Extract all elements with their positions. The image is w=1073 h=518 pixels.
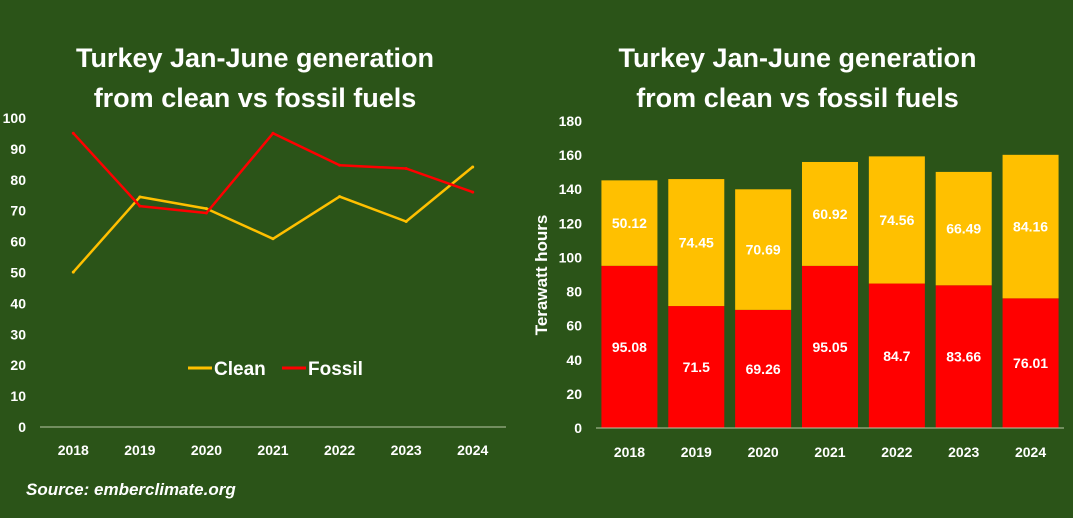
line-point-clean [71, 270, 75, 274]
bar-chart-x-tick-label: 2021 [814, 444, 845, 460]
line-chart-x-tick-label: 2020 [191, 442, 222, 458]
line-point-clean [204, 207, 208, 211]
line-chart-x-tick-label: 2023 [391, 442, 422, 458]
bar-chart-y-tick-label: 80 [566, 284, 582, 300]
bar-value-label-fossil: 84.7 [883, 348, 910, 364]
line-chart-y-tick-label: 50 [10, 265, 26, 281]
line-chart-x-tick-label: 2022 [324, 442, 355, 458]
line-point-fossil [71, 131, 75, 135]
bar-chart-title: Turkey Jan-June generation from clean vs… [560, 38, 1035, 118]
line-chart-y-tick-label: 10 [10, 388, 26, 404]
legend-label-fossil: Fossil [308, 359, 363, 380]
line-chart-x-tick-label: 2024 [457, 442, 488, 458]
line-point-clean [271, 237, 275, 241]
line-series-fossil [72, 132, 474, 215]
bar-chart-x-tick-label: 2018 [614, 444, 645, 460]
bar-value-label-clean: 70.69 [746, 242, 781, 258]
line-chart-y-tick-label: 30 [10, 326, 26, 342]
bar-clean [668, 179, 725, 307]
line-chart-y-tick-label: 90 [10, 141, 26, 157]
bar-value-label-fossil: 71.5 [683, 359, 710, 375]
bar-fossil [601, 265, 658, 428]
bar-value-label-fossil: 95.05 [812, 339, 847, 355]
line-point-fossil [471, 190, 475, 194]
bar-value-label-clean: 74.56 [879, 212, 914, 228]
bar-value-label-clean: 84.16 [1013, 219, 1048, 235]
bar-chart-title-line2: from clean vs fossil fuels [636, 83, 959, 113]
bar-value-label-fossil: 95.08 [612, 339, 647, 355]
bar-value-label-clean: 50.12 [612, 215, 647, 231]
bar-chart-y-axis-title: Terawatt hours [532, 215, 551, 336]
bar-chart-y-tick-label: 160 [559, 147, 583, 163]
line-point-clean [138, 195, 142, 199]
line-chart-y-tick-label: 40 [10, 295, 26, 311]
bar-clean [601, 180, 658, 266]
source-note: Source: emberclimate.org [26, 480, 236, 499]
line-point-fossil [204, 211, 208, 215]
bar-chart-x-tick-label: 2023 [948, 444, 979, 460]
bar-chart-x-tick-label: 2022 [881, 444, 912, 460]
bar-clean [935, 171, 992, 286]
bar-chart-y-tick-label: 180 [559, 113, 583, 129]
bar-value-label-clean: 60.92 [812, 206, 847, 222]
line-series-clean [72, 165, 474, 273]
bar-clean [735, 189, 792, 310]
line-point-clean [471, 165, 475, 169]
line-chart-x-tick-label: 2019 [124, 442, 155, 458]
line-point-fossil [138, 204, 142, 208]
bar-fossil [868, 283, 925, 428]
bar-chart-x-tick-label: 2020 [748, 444, 779, 460]
bar-clean [1002, 154, 1059, 299]
bar-fossil [802, 265, 858, 428]
bar-chart-y-tick-label: 20 [566, 386, 582, 402]
line-chart-y-tick-label: 70 [10, 203, 26, 219]
bar-clean [868, 156, 925, 284]
bar-chart-y-tick-label: 140 [559, 181, 583, 197]
bar-value-label-clean: 66.49 [946, 221, 981, 237]
bar-chart-y-tick-label: 120 [559, 215, 583, 231]
line-chart-y-tick-label: 60 [10, 234, 26, 250]
line-point-clean [338, 195, 342, 199]
line-chart-x-tick-label: 2018 [58, 442, 89, 458]
line-point-fossil [338, 163, 342, 167]
line-chart-y-tick-label: 80 [10, 172, 26, 188]
bar-chart-y-tick-label: 100 [559, 249, 583, 265]
line-chart-x-tick-label: 2021 [257, 442, 288, 458]
line-chart-y-tick-label: 0 [18, 419, 26, 435]
line-chart-title-line1: Turkey Jan-June generation [75, 43, 435, 73]
bar-chart: 0 20 40 60 80 100 120 140 160 180 Terawatt hours 95… [532, 113, 1064, 460]
bar-chart-y-tick-label: 40 [566, 352, 582, 368]
line-point-fossil [404, 166, 408, 170]
line-point-fossil [271, 131, 275, 135]
bar-chart-title-line1: Turkey Jan-June generation [618, 43, 977, 73]
bar-fossil [668, 306, 725, 428]
bar-value-label-fossil: 76.01 [1013, 355, 1048, 371]
line-chart-title-line2: from clean vs fossil fuels [93, 83, 417, 113]
bar-fossil [1002, 298, 1059, 428]
line-point-clean [404, 220, 408, 224]
bar-value-label-fossil: 83.66 [946, 349, 981, 365]
bar-chart-y-tick-label: 60 [566, 318, 582, 334]
bar-chart-x-tick-label: 2024 [1015, 444, 1046, 460]
bar-clean [802, 161, 858, 266]
line-chart-title: Turkey Jan-June generation from clean vs… [20, 38, 490, 118]
bar-chart-y-tick-label: 0 [574, 420, 582, 436]
bar-value-label-clean: 74.45 [679, 235, 714, 251]
line-chart: 0 10 20 30 40 50 60 70 80 90 100 2018 2019 2020 2021 20… [3, 110, 506, 458]
legend-label-clean: Clean [214, 359, 266, 380]
bar-fossil [935, 285, 992, 428]
bar-value-label-fossil: 69.26 [746, 361, 781, 377]
line-chart-y-tick-label: 20 [10, 357, 26, 373]
line-chart-y-tick-label: 100 [3, 110, 27, 126]
bar-fossil [735, 309, 792, 428]
bar-chart-x-tick-label: 2019 [681, 444, 712, 460]
